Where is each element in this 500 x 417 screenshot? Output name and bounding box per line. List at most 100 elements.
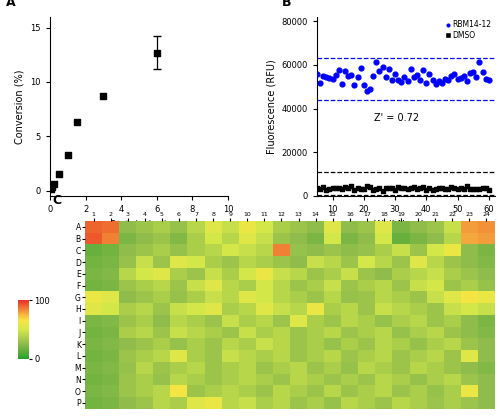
Point [426, 70, 434, 77]
Point [369, 73, 377, 80]
Point [369, 187, 377, 193]
Point [348, 72, 356, 78]
Point [385, 65, 393, 72]
Point [400, 74, 408, 80]
Point [426, 185, 434, 191]
Point [304, 186, 312, 192]
Point [338, 81, 346, 88]
Point [300, 185, 308, 192]
Point [385, 185, 393, 191]
Point [350, 186, 358, 193]
Point [316, 79, 324, 86]
Point [460, 186, 468, 192]
Point [313, 185, 321, 192]
Point [404, 186, 411, 193]
Point [394, 184, 402, 191]
Point [456, 75, 464, 81]
Point [378, 64, 386, 70]
Point [472, 73, 480, 80]
Point [332, 185, 340, 191]
Point [448, 73, 456, 79]
Point [419, 184, 427, 191]
Point [348, 182, 356, 189]
Point [366, 86, 374, 93]
Point [419, 66, 427, 73]
Point [48, 183, 56, 190]
Point [322, 186, 330, 193]
Point [485, 77, 493, 84]
Point [432, 81, 440, 88]
Point [344, 73, 352, 80]
Point [50, 181, 58, 187]
Point [438, 185, 446, 192]
Point [356, 65, 364, 71]
Y-axis label: Conversion (%): Conversion (%) [15, 69, 25, 143]
Point [428, 187, 436, 193]
Point [382, 74, 390, 80]
Point [400, 185, 408, 192]
Point [326, 75, 334, 81]
Text: B: B [282, 0, 291, 9]
Point [444, 77, 452, 83]
Point [416, 185, 424, 191]
Point [448, 184, 456, 191]
Point [363, 88, 371, 94]
Point [376, 185, 384, 192]
Point [372, 59, 380, 65]
Point [456, 185, 464, 191]
Point [435, 184, 443, 191]
Point [47, 186, 55, 192]
Point [356, 186, 364, 193]
Point [372, 185, 380, 192]
Point [416, 77, 424, 83]
Point [422, 187, 430, 194]
Text: A: A [6, 0, 15, 9]
Point [316, 186, 324, 192]
Point [328, 185, 336, 192]
Point [450, 184, 458, 191]
Point [441, 76, 449, 83]
Point [438, 80, 446, 86]
Point [378, 187, 386, 194]
Point [338, 185, 346, 192]
Point [441, 186, 449, 192]
Point [469, 185, 477, 192]
Text: C: C [52, 194, 62, 207]
Point [466, 186, 474, 193]
Point [463, 183, 471, 189]
Point [360, 186, 368, 193]
Point [406, 184, 414, 191]
X-axis label: Protein (μg): Protein (μg) [110, 220, 168, 230]
Point [388, 185, 396, 191]
Point [322, 74, 330, 80]
Point [307, 85, 315, 91]
Point [410, 73, 418, 80]
Point [153, 49, 161, 56]
Point [454, 186, 462, 193]
Point [310, 75, 318, 81]
Point [482, 75, 490, 82]
Point [476, 59, 484, 65]
Point [64, 151, 72, 158]
Point [344, 185, 352, 191]
Legend: RBM14-12, DMSO: RBM14-12, DMSO [446, 20, 491, 40]
Point [354, 74, 362, 80]
Point [328, 76, 336, 83]
Point [466, 70, 474, 77]
Point [350, 82, 358, 89]
Point [478, 185, 486, 191]
Point [454, 75, 462, 82]
Point [335, 184, 343, 191]
Point [398, 78, 406, 85]
Point [444, 185, 452, 192]
Point [100, 93, 108, 99]
Point [404, 78, 411, 84]
Text: Z' = 0.72: Z' = 0.72 [374, 113, 419, 123]
Point [476, 186, 484, 192]
Point [463, 78, 471, 85]
X-axis label: Well Number: Well Number [374, 220, 438, 230]
Point [410, 184, 418, 191]
Point [376, 67, 384, 74]
Point [363, 183, 371, 190]
Point [300, 66, 308, 73]
